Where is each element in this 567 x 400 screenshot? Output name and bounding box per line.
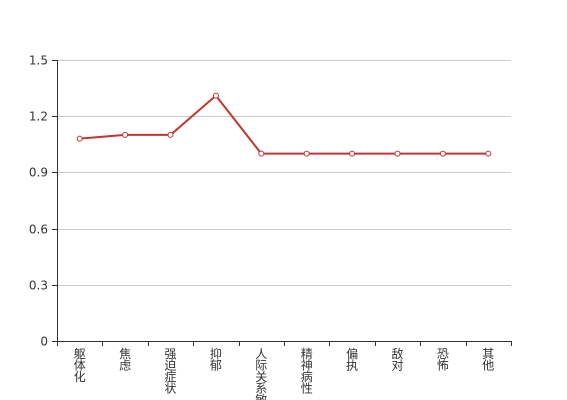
grid-lines [57, 60, 511, 286]
x-tick-label: 躯体化 [74, 346, 86, 384]
y-tick-label: 0 [40, 335, 48, 349]
x-tick-label: 精神病性 [301, 347, 313, 396]
data-point[interactable] [485, 150, 492, 157]
x-tick-label: 焦虑 [119, 347, 131, 373]
x-tick-label: 其他 [482, 347, 494, 373]
y-tick-label: 1.5 [29, 54, 48, 68]
x-tick-label: 敌对 [391, 346, 403, 373]
x-axis-tick-labels: 躯体化 焦虑 强迫症状 抑郁 人际关系敏感 精神病性 偏执 敌对 恐怖 其他 [74, 346, 495, 400]
y-tick-label: 1.2 [29, 110, 48, 124]
y-tick-label: 0.3 [29, 279, 48, 293]
data-point[interactable] [439, 150, 446, 157]
data-point[interactable] [76, 135, 83, 142]
x-tick-label: 恐怖 [437, 347, 449, 373]
axes [52, 60, 512, 346]
series-line [79, 94, 489, 155]
x-tick-label: 人际关系敏感 [255, 347, 267, 400]
x-tick-label: 抑郁 [210, 346, 222, 373]
y-tick-label: 0.6 [29, 223, 48, 237]
x-tick-label: 偏执 [346, 346, 358, 373]
data-point[interactable] [212, 92, 219, 99]
data-point[interactable] [349, 150, 356, 157]
data-point[interactable] [303, 150, 310, 157]
x-tick-label: 强迫症状 [164, 347, 176, 396]
data-point[interactable] [167, 131, 174, 138]
series-line-path [79, 94, 489, 155]
data-point[interactable] [394, 150, 401, 157]
data-point[interactable] [258, 150, 265, 157]
data-point[interactable] [122, 131, 129, 138]
series-points [76, 92, 492, 157]
y-axis-tick-labels: 0 0.3 0.6 0.9 1.2 1.5 [29, 54, 48, 349]
y-tick-label: 0.9 [29, 166, 48, 180]
